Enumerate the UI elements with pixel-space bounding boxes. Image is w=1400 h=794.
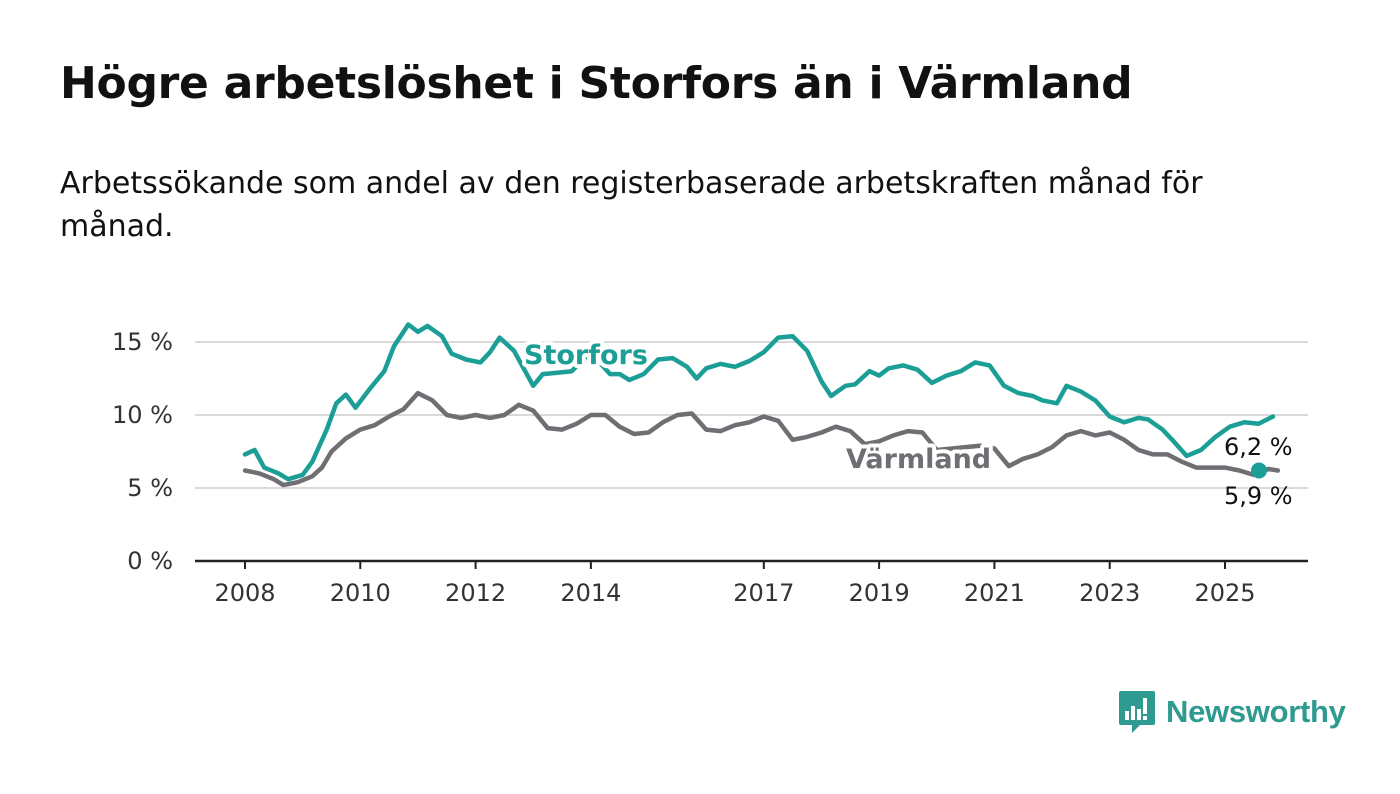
series-line-storfors (242, 322, 1276, 482)
brand-name: Newsworthy (1166, 694, 1346, 729)
series-label-varmland-halo: Värmland (846, 444, 991, 475)
x-tick-label: 2010 (330, 579, 391, 607)
x-tick-label: 2023 (1079, 579, 1140, 607)
series-label-varmland: Värmland (846, 444, 991, 475)
y-tick-label: 15 % (112, 328, 173, 356)
y-tick-label: 0 % (127, 547, 173, 575)
y-tick-label: 10 % (112, 401, 173, 429)
series-label-storfors: Storfors (524, 340, 648, 371)
x-tick-label: 2012 (445, 579, 506, 607)
chart-subtitle: Arbetssökande som andel av den registerb… (60, 166, 1203, 244)
x-tick-label: 2021 (964, 579, 1025, 607)
y-tick-label: 5 % (127, 474, 173, 502)
end-label-varmland: 5,9 % (1224, 482, 1293, 510)
bar-chart-logo-icon (1119, 691, 1155, 733)
end-point-storfors (1251, 462, 1267, 479)
x-tick-label: 2019 (849, 579, 910, 607)
brand-logo: Newsworthy (1118, 688, 1346, 736)
x-tick-label: 2014 (560, 579, 621, 607)
x-tick-label: 2025 (1194, 579, 1255, 607)
end-label-storfors: 6,2 % (1224, 433, 1293, 461)
series-line-varmland (242, 390, 1281, 488)
x-tick-label: 2017 (733, 579, 794, 607)
x-tick-label: 2008 (214, 579, 275, 607)
series-label-storfors-halo: Storfors (524, 340, 648, 371)
chart-title: Högre arbetslöshet i Storfors än i Värml… (60, 58, 1133, 109)
